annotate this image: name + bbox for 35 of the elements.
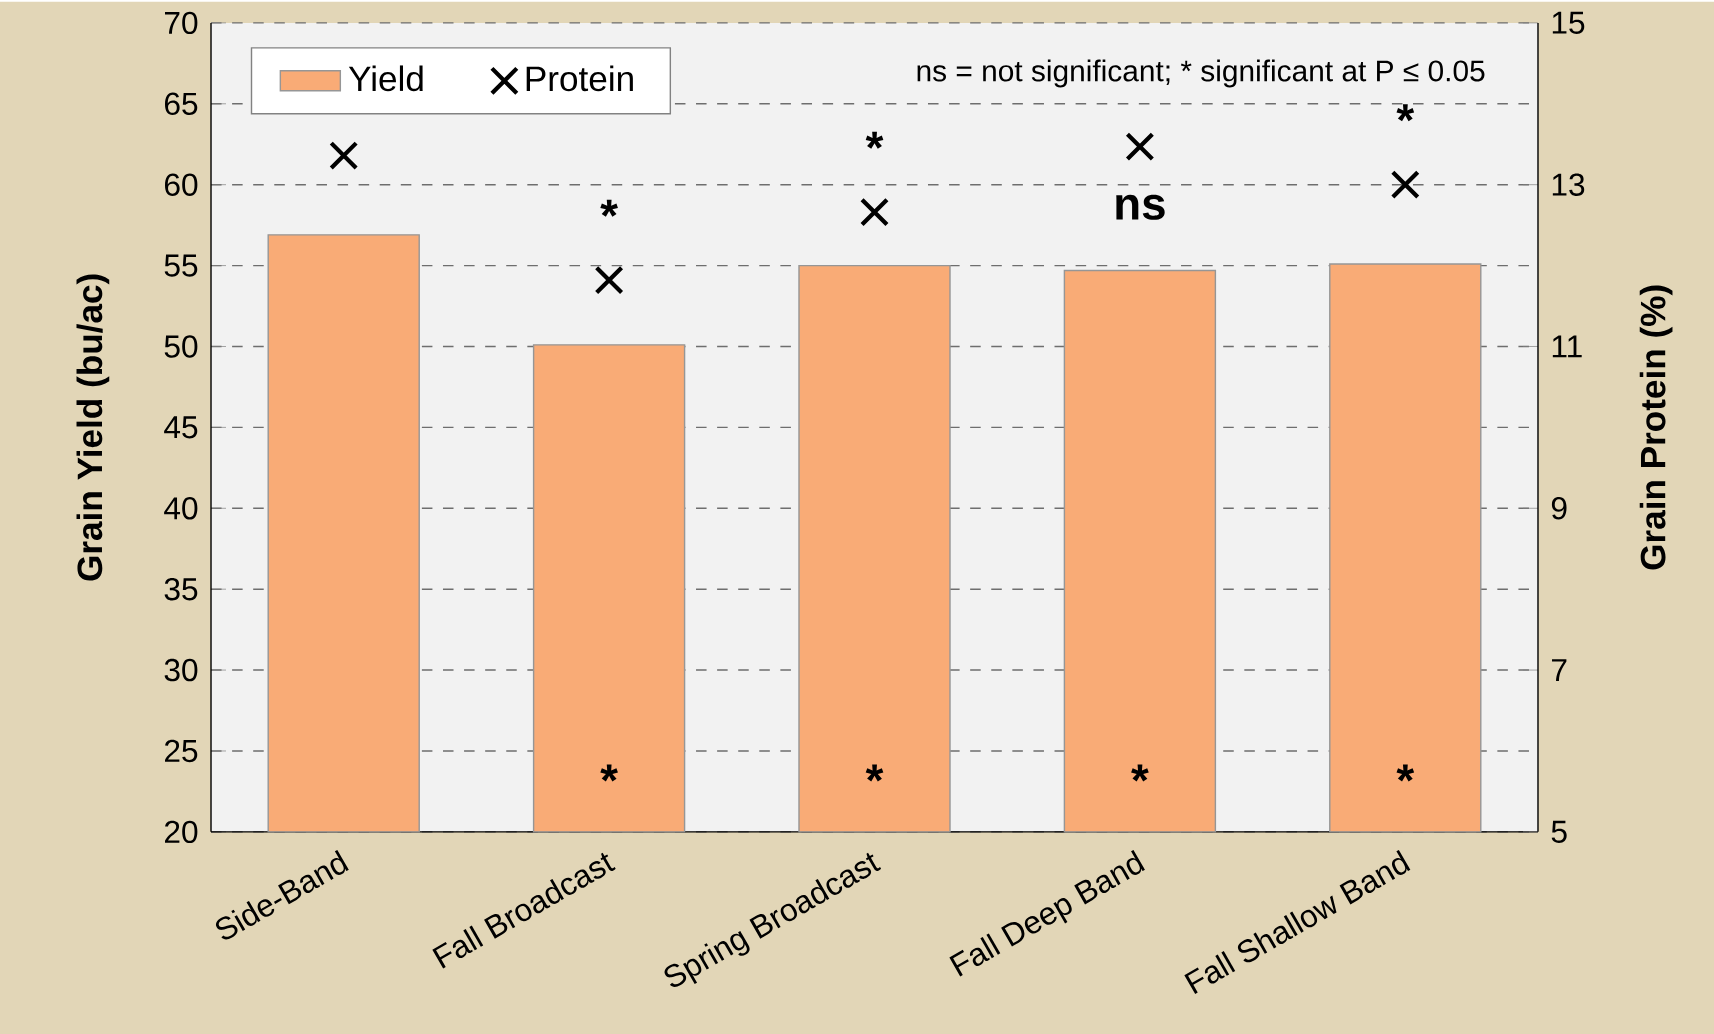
point xyxy=(859,197,890,227)
legend-label: Yield xyxy=(348,65,423,92)
y-tick-label: 50 xyxy=(164,335,198,358)
y2-tick-label: 13 xyxy=(1552,173,1585,196)
point xyxy=(594,265,624,295)
annotation: * xyxy=(1131,764,1149,782)
y2-tick-label: 5 xyxy=(1551,820,1567,843)
annotation: * xyxy=(1396,104,1415,122)
annotation: * xyxy=(600,764,618,782)
y2-axis-title: Grain Protein (%) xyxy=(1639,285,1673,570)
annotation: * xyxy=(1396,764,1415,782)
point xyxy=(329,141,359,171)
y-tick-label: 40 xyxy=(164,497,198,520)
y-tick-label: 70 xyxy=(165,11,198,35)
annotation: * xyxy=(865,131,884,149)
annotation: ns xyxy=(1116,194,1165,220)
y2-tick-label: 9 xyxy=(1551,497,1567,520)
y-tick-label: 25 xyxy=(165,739,198,763)
y-tick-label: 45 xyxy=(164,416,198,439)
point xyxy=(1390,170,1420,200)
y-tick-label: 55 xyxy=(164,254,198,277)
y-tick-label: 35 xyxy=(164,578,198,601)
y2-tick-label: 15 xyxy=(1552,11,1585,34)
annotation: ns = not significant; * significant at P ≤ 0.05 xyxy=(917,59,1485,88)
y2-tick-label: 7 xyxy=(1552,659,1567,682)
y-tick-label: 30 xyxy=(164,658,198,682)
y2-tick-label: 11 xyxy=(1552,335,1582,358)
point xyxy=(1125,132,1155,162)
y-tick-label: 60 xyxy=(165,173,198,196)
legend-label: Protein xyxy=(526,65,633,92)
annotation: * xyxy=(600,199,618,217)
y-tick-label: 20 xyxy=(165,820,198,844)
y-tick-label: 65 xyxy=(165,92,198,116)
annotation: * xyxy=(865,764,884,782)
y-axis-title: Grain Yield (bu/ac) xyxy=(76,274,110,581)
